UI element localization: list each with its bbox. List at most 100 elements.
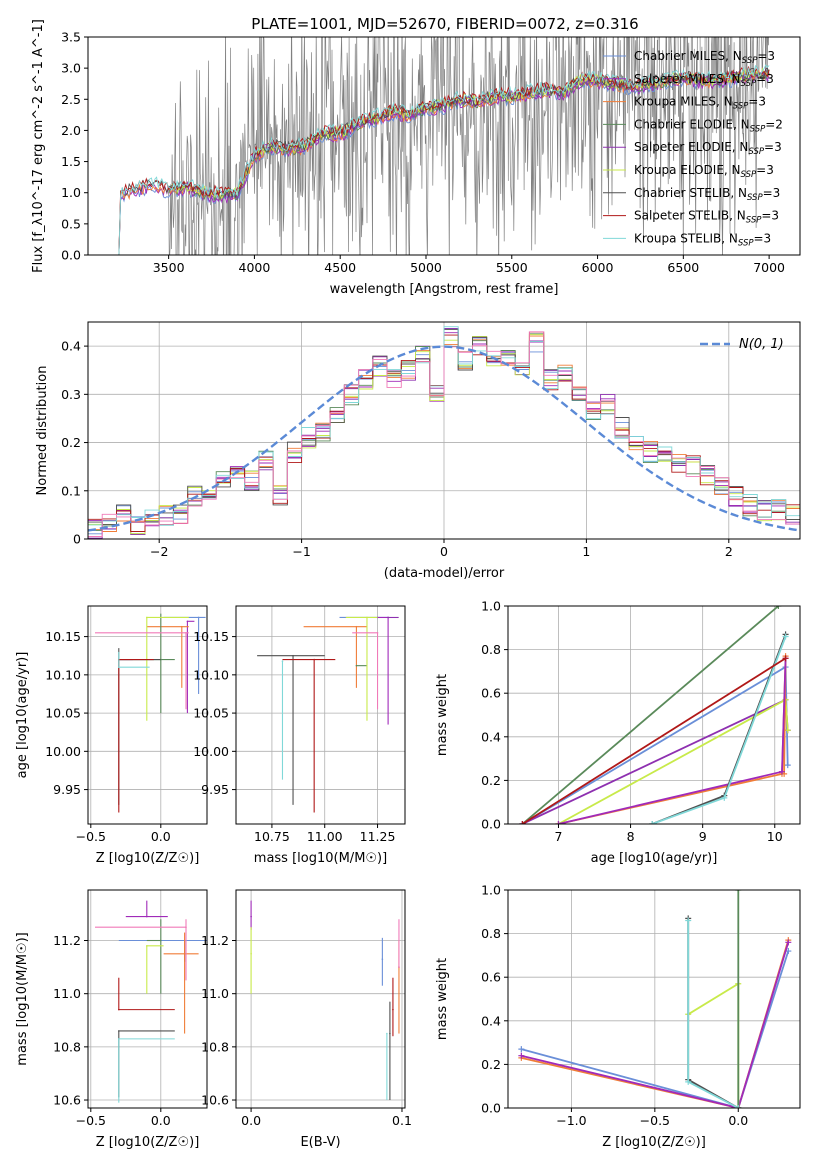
- mass_vs_EBV-ytick-label: 10.8: [201, 1039, 229, 1054]
- weight-marker: [519, 821, 526, 824]
- spectrum-ytick-label: 1.5: [61, 154, 81, 169]
- figure-title: PLATE=1001, MJD=52670, FIBERID=0072, z=0…: [251, 15, 638, 33]
- legend-label-subscript: SSP: [741, 79, 757, 89]
- data-point: [118, 666, 120, 668]
- spectrum-ylabel: Flux [f_λ10^-17 erg cm^-2 s^-1 A^-1]: [31, 19, 46, 273]
- legend-label: Chabrier STELIB, NSSP=3: [634, 186, 780, 203]
- weight_vs_Z-ytick-label: 0.4: [481, 1013, 501, 1028]
- spectrum-xtick-label: 5500: [496, 260, 528, 275]
- spectrum-ytick-label: 2.0: [61, 123, 81, 138]
- residual_histogram-ytick-label: 0.1: [61, 483, 81, 498]
- mass_vs_EBV-xlabel: E(B-V): [300, 1135, 340, 1150]
- weight_vs_age-ytick-label: 0.0: [481, 817, 501, 832]
- mass_vs_EBV-ytick-label: 11.0: [201, 986, 229, 1001]
- data-point: [118, 1008, 120, 1011]
- weight_vs_Z-ytick-label: 1.0: [481, 883, 501, 898]
- legend-label-suffix: =3: [748, 95, 766, 109]
- mass_vs_Z-frame: [87, 889, 208, 1109]
- age_vs_Z-ytick-label: 10.05: [45, 706, 81, 721]
- data-point: [146, 945, 148, 947]
- legend-label-text: Kroupa ELODIE, N: [634, 163, 741, 177]
- legend-label-suffix: =3: [764, 140, 782, 154]
- data-point: [197, 616, 200, 619]
- mass_vs_Z-ytick-label: 11.2: [53, 933, 81, 948]
- residual_histogram-ytick-label: 0.3: [61, 387, 81, 402]
- data-point: [185, 926, 187, 929]
- legend-label-subscript: SSP: [750, 124, 766, 134]
- data-point: [118, 1030, 120, 1032]
- spectrum-xtick-label: 5000: [410, 260, 442, 275]
- age_vs_mass-xtick-label: 11.00: [307, 829, 343, 844]
- spectrum-frame: [87, 36, 801, 256]
- spectrum-model-line: [168, 67, 770, 200]
- legend-label-text: Kroupa STELIB, N: [634, 231, 738, 245]
- residual_histogram-plot-area: [88, 326, 800, 539]
- weight_vs_age-xtick-label: 7: [554, 829, 562, 844]
- data-point: [118, 1038, 120, 1040]
- data-point: [387, 616, 389, 619]
- legend-label-text: Salpeter MILES, N: [634, 72, 741, 86]
- spectrum-data-line: [168, 37, 769, 255]
- weight-marker: [518, 1052, 525, 1059]
- data-point: [381, 958, 384, 960]
- spectrum-xtick-label: 3500: [153, 260, 185, 275]
- data-point: [250, 915, 252, 918]
- age_vs_Z-ytick-label: 10.10: [45, 667, 81, 682]
- mass_vs_Z-ytick-label: 10.8: [53, 1039, 81, 1054]
- age_vs_Z-ytick-label: 10.15: [45, 629, 81, 644]
- mass_vs_Z-xtick-label: 0.0: [151, 1113, 171, 1128]
- weight-marker: [782, 633, 789, 640]
- spectrum-ytick-label: 0.5: [61, 216, 81, 231]
- legend-label-suffix: =3: [754, 231, 772, 245]
- weight-series-line: [521, 665, 789, 824]
- mass_vs_Z-ytick-label: 10.6: [53, 1093, 81, 1108]
- weight-marker: [555, 821, 562, 824]
- weight-series-line: [521, 950, 790, 1108]
- spectrum-xtick-label: 6500: [667, 260, 699, 275]
- weight-marker: [721, 794, 728, 801]
- data-point: [313, 658, 315, 661]
- mass_vs_EBV-ytick-label: 10.6: [201, 1093, 229, 1108]
- age_vs_Z-xtick-label: 0.0: [151, 829, 171, 844]
- weight-marker: [518, 1046, 525, 1053]
- weight_vs_age-plot-area: [519, 606, 791, 824]
- spectrum-xtick-label: 4000: [239, 260, 271, 275]
- data-point: [181, 625, 183, 628]
- age_vs_Z-xlabel: Z [log10(Z/Z☉)]: [96, 851, 200, 866]
- weight_vs_age-ytick-label: 0.4: [481, 729, 501, 744]
- spectrum-ytick-label: 0.0: [61, 248, 81, 263]
- weight-marker: [778, 768, 785, 775]
- legend-label-suffix: =3: [756, 163, 774, 177]
- legend-label: Chabrier MILES, NSSP=3: [634, 49, 775, 66]
- residual_histogram-ylabel: Normed distribution: [35, 366, 50, 496]
- data-point: [392, 1008, 394, 1011]
- data-point: [146, 915, 148, 918]
- data-point: [292, 654, 294, 657]
- data-point: [281, 660, 284, 662]
- weight_vs_Z-xtick-label: −0.5: [640, 1113, 670, 1128]
- age_vs_Z-frame: [87, 605, 208, 825]
- weight-series-line: [521, 657, 787, 824]
- legend-label-subscript: SSP: [741, 170, 757, 180]
- age_vs_mass-frame: [235, 605, 406, 825]
- legend-label-subscript: SSP: [746, 216, 762, 226]
- weight_vs_age-panel: 7 8 9 10 0.0 0.2 0.4 0.6 0.8 1.0 age [log10(age/yr…: [435, 599, 801, 866]
- data-point: [355, 664, 358, 667]
- residual_histogram-xtick-label: 1: [582, 544, 590, 559]
- age_vs_mass-ytick-label: 10.15: [193, 629, 229, 644]
- age_vs_Z-ytick-label: 9.95: [53, 782, 81, 797]
- residual_histogram-xtick-label: −1: [292, 544, 310, 559]
- age_vs_mass-ytick-label: 10.00: [193, 744, 229, 759]
- weight-marker: [784, 762, 791, 769]
- legend-label-subscript: SSP: [742, 56, 758, 66]
- gaussian-curve: [88, 345, 800, 532]
- data-point: [160, 939, 162, 942]
- weight_vs_Z-plot-area: [518, 890, 792, 1108]
- weight_vs_age-ytick-label: 1.0: [481, 599, 501, 614]
- weight_vs_age-xtick-label: 10: [767, 829, 783, 844]
- residual_histogram-panel: −2 −1 0 1 2 0 0.1 0.2 0.3 0.4 (data-model)/error No…: [35, 321, 801, 581]
- weight_vs_Z-xtick-label: 0.0: [728, 1113, 748, 1128]
- legend-label-subscript: SSP: [738, 238, 754, 248]
